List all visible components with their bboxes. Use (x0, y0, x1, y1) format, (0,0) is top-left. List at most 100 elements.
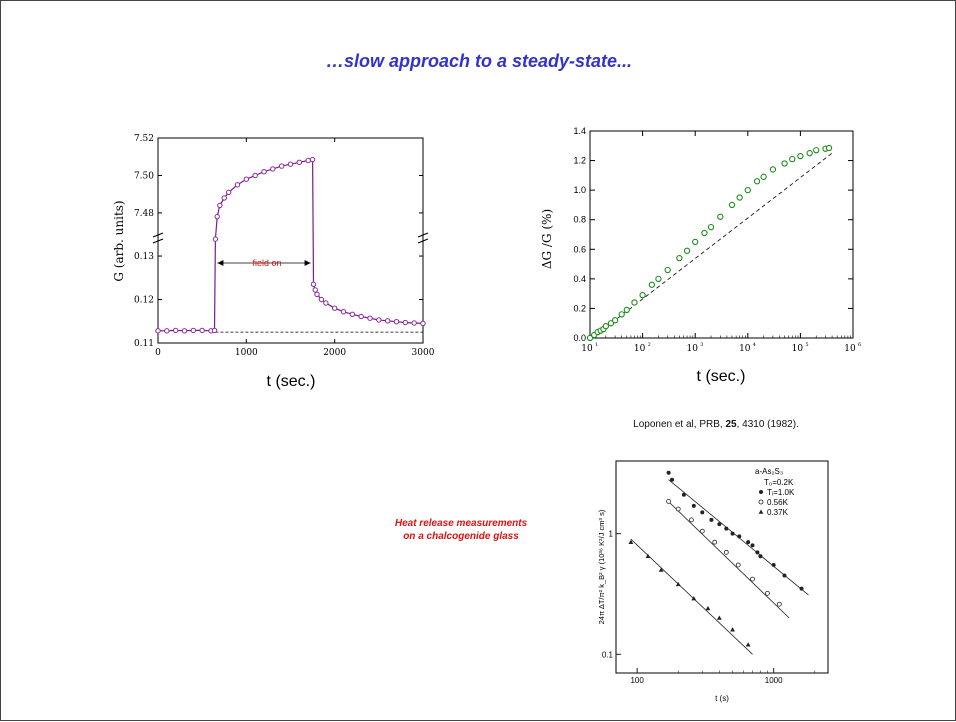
chart1-point-field-on-9 (270, 166, 276, 172)
legend-marker-1 (758, 499, 764, 505)
chart3-plot-frame (615, 460, 829, 674)
chart2-point-2 (594, 328, 601, 336)
chart2-xtick-exp-0: 1 (595, 342, 598, 348)
chart1-ytick-lower-label-2: 0.13 (134, 252, 154, 262)
chart1-point-field-on-12 (296, 159, 303, 166)
chart2-point-21 (728, 201, 736, 209)
chart1-break-a-0 (152, 232, 164, 238)
chart2-xtick-label-5: 10 (844, 344, 856, 354)
chart1-point-field-off-14 (411, 320, 417, 326)
chart1-point-before-4 (190, 327, 197, 334)
chart1-point-field-on-3 (221, 195, 227, 201)
chart2-point-3 (597, 327, 604, 334)
chart2-xtick-exp-1: 2 (648, 342, 651, 348)
chart1-point-field-off-6 (340, 308, 347, 315)
chart2-ytick-label-4: 0.8 (573, 215, 586, 225)
chart2-point-23 (744, 186, 751, 194)
chart2-point-27 (781, 160, 788, 167)
chart1-point-field-on-2 (217, 202, 223, 209)
chart1-point-field-on-1 (214, 213, 220, 220)
chart1-ytick-lower-label-1: 0.12 (134, 296, 154, 306)
chart3-point-2-3 (675, 581, 681, 587)
chart1-annotation: field on (252, 258, 281, 268)
chart3-point-1-8 (765, 590, 770, 596)
chart2-ytick-label-6: 1.2 (573, 156, 586, 166)
chart1-point-field-on-6 (243, 176, 250, 182)
chart3-point-0-13 (758, 554, 763, 559)
chart1-point-field-on-5 (234, 182, 241, 188)
chart1-xtick-label-3: 3000 (412, 348, 435, 358)
chart2-plot-frame (589, 130, 854, 339)
chart3-point-1-1 (675, 506, 681, 512)
chart1-point-field-off-0 (310, 281, 317, 288)
chart1-xtick-label-2: 2000 (323, 348, 346, 358)
chart2-point-9 (623, 306, 630, 314)
chart3-point-2-7 (730, 627, 735, 632)
chart1-point-field-on-14 (309, 156, 316, 163)
chart3-point-0-14 (771, 562, 776, 567)
chart3-point-1-6 (735, 562, 741, 568)
chart1-ylabel: G (arb. units) (112, 200, 126, 281)
chart1-ytick-upper-label-2: 7.52 (134, 134, 154, 144)
legend-label-2: 0.37K (767, 508, 789, 517)
chart3-point-1-0 (666, 499, 672, 504)
chart3-point-2-2 (658, 567, 664, 572)
chart2-xtick-label-3: 10 (739, 344, 751, 354)
chart1-point-before-1 (164, 328, 170, 334)
legend-marker-0 (759, 490, 763, 494)
chart2-point-29 (797, 152, 804, 160)
chart2-xtick-exp-5: 6 (858, 342, 861, 348)
chart2-xtick-exp-4: 5 (805, 342, 808, 348)
chart1-break-b-1 (417, 238, 429, 244)
chart2-point-5 (602, 323, 609, 330)
legend-material: a-As₂S₃ (755, 467, 783, 476)
chart3-point-0-12 (755, 550, 760, 555)
chart3-point-1-3 (699, 528, 705, 534)
legend-marker-2 (758, 509, 764, 514)
chart2-point-13 (655, 275, 662, 283)
chart1-plot-frame (157, 137, 424, 344)
citation: Loponen et al, PRB, 25, 4310 (1982). (591, 419, 841, 430)
chart1-point-field-on-8 (261, 169, 267, 175)
chart1-xtick-label-0: 0 (155, 348, 161, 358)
chart3-point-1-9 (776, 601, 782, 607)
chart1-series-line (158, 158, 424, 332)
chart1-break-b-0 (152, 238, 164, 244)
chart3-point-0-0 (666, 470, 671, 475)
chart1-point-field-on-0 (212, 236, 219, 242)
chart2-point-32 (822, 145, 829, 152)
chart1-ytick-upper-label-0: 7.48 (134, 209, 154, 219)
chart2-point-19 (707, 223, 715, 231)
chart3-point-0-11 (750, 543, 755, 548)
chart2-point-18 (701, 229, 708, 237)
chart3-point-0-1 (669, 477, 674, 482)
chart2-xtick-exp-3: 4 (753, 342, 756, 348)
chart1-xlabel: t (sec.) (267, 373, 316, 390)
citation-pages: , 4310 (1982). (736, 419, 799, 430)
chart3-xtick-label-1: 1000 (765, 676, 783, 685)
chart1-point-field-off-15 (420, 320, 426, 327)
chart3-point-1-2 (689, 517, 694, 523)
chart3-ytick-label-1: 0.1 (602, 650, 614, 659)
chart3-point-0-15 (782, 573, 787, 578)
chart2-point-4 (600, 325, 607, 333)
chart3-fit-line-0 (668, 479, 809, 596)
chart1-point-before-7 (211, 327, 218, 334)
chart3-xtick-label-0: 100 (630, 676, 644, 685)
chart2-ytick-label-2: 0.4 (573, 274, 586, 284)
chart2-point-11 (639, 291, 646, 299)
chart2-fit-line (589, 152, 833, 340)
chart1-point-field-on-11 (287, 161, 294, 167)
chart3-point-2-4 (691, 596, 697, 601)
chart1-point-field-off-7 (349, 311, 356, 318)
chart2-point-25 (760, 173, 767, 180)
chart2-point-17 (692, 238, 699, 246)
chart3-point-2-0 (628, 539, 634, 544)
chart1-point-before-5 (199, 327, 205, 334)
chart1-annotation-arrowhead-right (304, 260, 311, 266)
chart2-xlabel: t (sec.) (697, 368, 746, 385)
chart3-point-0-6 (717, 522, 722, 527)
